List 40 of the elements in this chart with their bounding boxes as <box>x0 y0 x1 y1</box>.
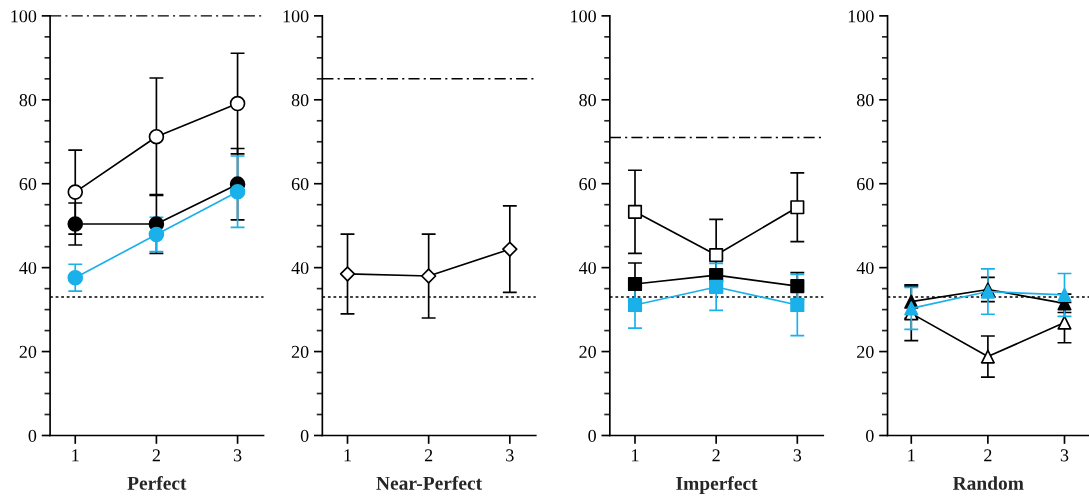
y-tick-label: 100 <box>283 10 309 23</box>
x-tick-label: 2 <box>424 449 433 462</box>
x-tick-label: 1 <box>908 449 915 462</box>
x-axis-title: Imperfect <box>676 476 758 494</box>
y-tick-label: 0 <box>866 429 874 442</box>
x-tick-label: 3 <box>793 449 802 462</box>
x-axis-title: Near-Perfect <box>376 475 483 490</box>
y-tick-label: 100 <box>11 10 37 23</box>
y-tick-label: 80 <box>579 94 596 107</box>
y-tick-label: 0 <box>300 429 309 442</box>
y-tick-label: 0 <box>28 429 37 442</box>
x-tick-label: 3 <box>506 449 514 462</box>
y-tick-label: 0 <box>588 429 596 442</box>
y-tick-label: 60 <box>579 177 596 191</box>
y-tick-label: 40 <box>856 261 874 275</box>
x-tick-label: 1 <box>344 449 351 462</box>
x-tick-label: 1 <box>72 449 79 462</box>
y-tick-label: 40 <box>578 261 596 275</box>
y-tick-label: 60 <box>291 177 309 191</box>
x-axis-title: Perfect <box>127 475 187 490</box>
x-tick-label: 1 <box>632 449 639 462</box>
x-tick-label: 2 <box>712 449 720 462</box>
x-tick-label: 3 <box>1060 449 1069 462</box>
y-tick-label: 20 <box>19 345 37 359</box>
y-tick-label: 20 <box>291 345 309 359</box>
y-tick-label: 80 <box>19 94 37 107</box>
y-tick-label: 40 <box>19 261 37 275</box>
y-tick-label: 80 <box>856 94 874 107</box>
y-tick-label: 80 <box>291 94 309 107</box>
y-tick-label: 20 <box>857 345 874 359</box>
y-tick-label: 60 <box>19 177 37 191</box>
y-tick-label: 100 <box>571 10 596 23</box>
y-tick-label: 40 <box>291 261 309 275</box>
y-tick-label: 100 <box>848 10 874 23</box>
x-axis-title: Random <box>952 476 1024 490</box>
x-tick-label: 3 <box>233 449 242 462</box>
y-tick-label: 60 <box>857 177 874 191</box>
x-tick-label: 2 <box>152 449 160 462</box>
y-tick-label: 20 <box>579 345 596 359</box>
x-tick-label: 2 <box>984 449 992 462</box>
